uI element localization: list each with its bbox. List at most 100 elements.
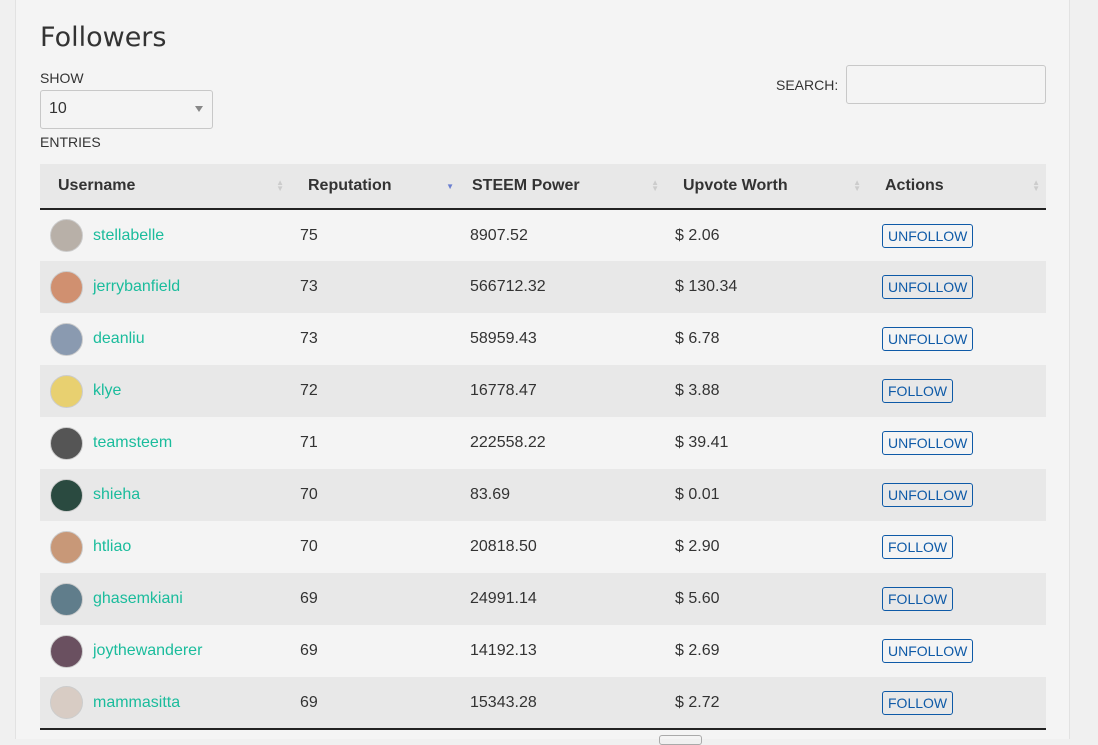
table-row: deanliu 73 58959.43 $ 6.78 UNFOLLOW bbox=[40, 313, 1046, 365]
upvote-worth-cell: $ 2.69 bbox=[675, 642, 720, 659]
reputation-cell: 73 bbox=[290, 261, 460, 313]
table-row: ghasemkiani 69 24991.14 $ 5.60 FOLLOW bbox=[40, 573, 1046, 625]
page-length-value: 10 bbox=[49, 100, 67, 117]
follow-button[interactable]: FOLLOW bbox=[882, 587, 954, 611]
username-link[interactable]: deanliu bbox=[93, 330, 145, 347]
username-cell: htliao bbox=[40, 521, 290, 573]
header-label: STEEM Power bbox=[472, 177, 580, 194]
table-row: shieha 70 83.69 $ 0.01 UNFOLLOW bbox=[40, 469, 1046, 521]
page-length-select[interactable]: 10 bbox=[40, 90, 213, 129]
username-link[interactable]: shieha bbox=[93, 486, 141, 503]
follow-button[interactable]: FOLLOW bbox=[882, 690, 954, 715]
upvote-worth-cell: $ 130.34 bbox=[665, 261, 867, 313]
avatar[interactable] bbox=[50, 582, 83, 616]
page-title: Followers bbox=[40, 22, 167, 53]
avatar[interactable] bbox=[50, 686, 83, 719]
column-header-steem-power[interactable]: STEEM Power ▲ ▼ bbox=[460, 164, 665, 210]
avatar[interactable] bbox=[50, 530, 83, 564]
unfollow-button[interactable]: UNFOLLOW bbox=[882, 483, 974, 507]
reputation-cell: 69 bbox=[290, 573, 460, 625]
username-link[interactable]: ghasemkiani bbox=[93, 590, 183, 607]
sort-icon: ▲ ▼ bbox=[651, 178, 659, 193]
unfollow-button[interactable]: UNFOLLOW bbox=[882, 275, 974, 299]
header-label: Actions bbox=[885, 177, 944, 194]
upvote-worth-cell: $ 6.78 bbox=[675, 330, 720, 347]
table-row: mammasitta 69 15343.28 $ 2.72 FOLLOW bbox=[40, 677, 1046, 730]
sort-icon: ▲ ▼ bbox=[276, 178, 284, 193]
actions-cell: FOLLOW bbox=[867, 677, 1046, 730]
username-link[interactable]: joythewanderer bbox=[93, 642, 203, 659]
username-cell: joythewanderer bbox=[40, 625, 290, 677]
steem-power-cell: 15343.28 bbox=[460, 677, 665, 730]
reputation-cell: 71 bbox=[300, 434, 318, 451]
username-cell: deanliu bbox=[40, 313, 290, 365]
steem-power-cell: 58959.43 bbox=[470, 330, 537, 347]
avatar[interactable] bbox=[50, 634, 83, 668]
follow-button[interactable]: FOLLOW bbox=[882, 535, 954, 559]
unfollow-button[interactable]: UNFOLLOW bbox=[882, 327, 974, 351]
table-row: stellabelle 75 8907.52 $ 2.06 UNFOLLOW bbox=[40, 209, 1046, 261]
avatar[interactable] bbox=[50, 270, 83, 304]
table-row: jerrybanfield 73 566712.32 $ 130.34 UNFO… bbox=[40, 261, 1046, 313]
reputation-cell: 75 bbox=[300, 226, 318, 244]
search-input[interactable] bbox=[846, 65, 1046, 104]
username-link[interactable]: klye bbox=[93, 382, 122, 399]
sort-icon: ▲ ▼ bbox=[1032, 178, 1040, 193]
username-cell: ghasemkiani bbox=[40, 573, 290, 625]
username-link[interactable]: mammasitta bbox=[93, 693, 181, 711]
upvote-worth-cell: $ 3.88 bbox=[665, 365, 867, 417]
content-panel: Followers SHOW 10 ENTRIES SEARCH: Userna… bbox=[15, 0, 1070, 745]
steem-power-cell: 8907.52 bbox=[470, 226, 528, 244]
sort-desc-icon: ▼ bbox=[446, 182, 454, 191]
actions-cell: UNFOLLOW bbox=[867, 313, 1046, 365]
username-cell: klye bbox=[40, 365, 290, 417]
avatar[interactable] bbox=[50, 322, 83, 356]
username-link[interactable]: stellabelle bbox=[93, 226, 165, 244]
table-row: teamsteem 71 222558.22 $ 39.41 UNFOLLOW bbox=[40, 417, 1046, 469]
unfollow-button[interactable]: UNFOLLOW bbox=[882, 223, 974, 248]
username-cell: mammasitta bbox=[40, 677, 290, 730]
follow-button[interactable]: FOLLOW bbox=[882, 379, 954, 403]
steem-power-cell: 222558.22 bbox=[470, 434, 546, 451]
reputation-cell: 69 bbox=[300, 642, 318, 659]
actions-cell: FOLLOW bbox=[867, 365, 1046, 417]
actions-cell: UNFOLLOW bbox=[867, 261, 1046, 313]
header-label: Reputation bbox=[308, 177, 392, 194]
pagination-button[interactable] bbox=[659, 735, 702, 745]
steem-power-cell: 16778.47 bbox=[460, 365, 665, 417]
reputation-cell: 72 bbox=[290, 365, 460, 417]
username-cell: stellabelle bbox=[40, 209, 290, 261]
username-cell: shieha bbox=[40, 469, 290, 521]
unfollow-button[interactable]: UNFOLLOW bbox=[882, 639, 974, 663]
username-link[interactable]: htliao bbox=[93, 538, 132, 555]
column-header-reputation[interactable]: Reputation ▼ bbox=[290, 164, 460, 210]
show-label: SHOW bbox=[40, 70, 84, 86]
avatar[interactable] bbox=[50, 374, 83, 408]
header-label: Upvote Worth bbox=[683, 177, 788, 194]
unfollow-button[interactable]: UNFOLLOW bbox=[882, 431, 974, 455]
column-header-upvote-worth[interactable]: Upvote Worth ▲ ▼ bbox=[665, 164, 867, 210]
upvote-worth-cell: $ 2.06 bbox=[675, 226, 720, 244]
username-link[interactable]: teamsteem bbox=[93, 434, 173, 451]
actions-cell: UNFOLLOW bbox=[867, 209, 1046, 261]
column-header-username[interactable]: Username ▲ ▼ bbox=[40, 164, 290, 210]
actions-cell: UNFOLLOW bbox=[867, 625, 1046, 677]
actions-cell: UNFOLLOW bbox=[867, 469, 1046, 521]
avatar[interactable] bbox=[50, 426, 83, 460]
steem-power-cell: 14192.13 bbox=[470, 642, 537, 659]
reputation-cell: 69 bbox=[290, 677, 460, 730]
column-header-actions[interactable]: Actions ▲ ▼ bbox=[867, 164, 1046, 210]
table-row: htliao 70 20818.50 $ 2.90 FOLLOW bbox=[40, 521, 1046, 573]
reputation-cell: 70 bbox=[300, 538, 318, 555]
actions-cell: FOLLOW bbox=[867, 521, 1046, 573]
actions-cell: FOLLOW bbox=[867, 573, 1046, 625]
upvote-worth-cell: $ 2.72 bbox=[665, 677, 867, 730]
username-link[interactable]: jerrybanfield bbox=[93, 278, 181, 295]
avatar[interactable] bbox=[50, 478, 83, 512]
steem-power-cell: 83.69 bbox=[460, 469, 665, 521]
entries-label: ENTRIES bbox=[40, 134, 101, 150]
username-cell: teamsteem bbox=[40, 417, 290, 469]
upvote-worth-cell: $ 39.41 bbox=[675, 434, 729, 451]
avatar[interactable] bbox=[50, 219, 83, 252]
upvote-worth-cell: $ 5.60 bbox=[665, 573, 867, 625]
